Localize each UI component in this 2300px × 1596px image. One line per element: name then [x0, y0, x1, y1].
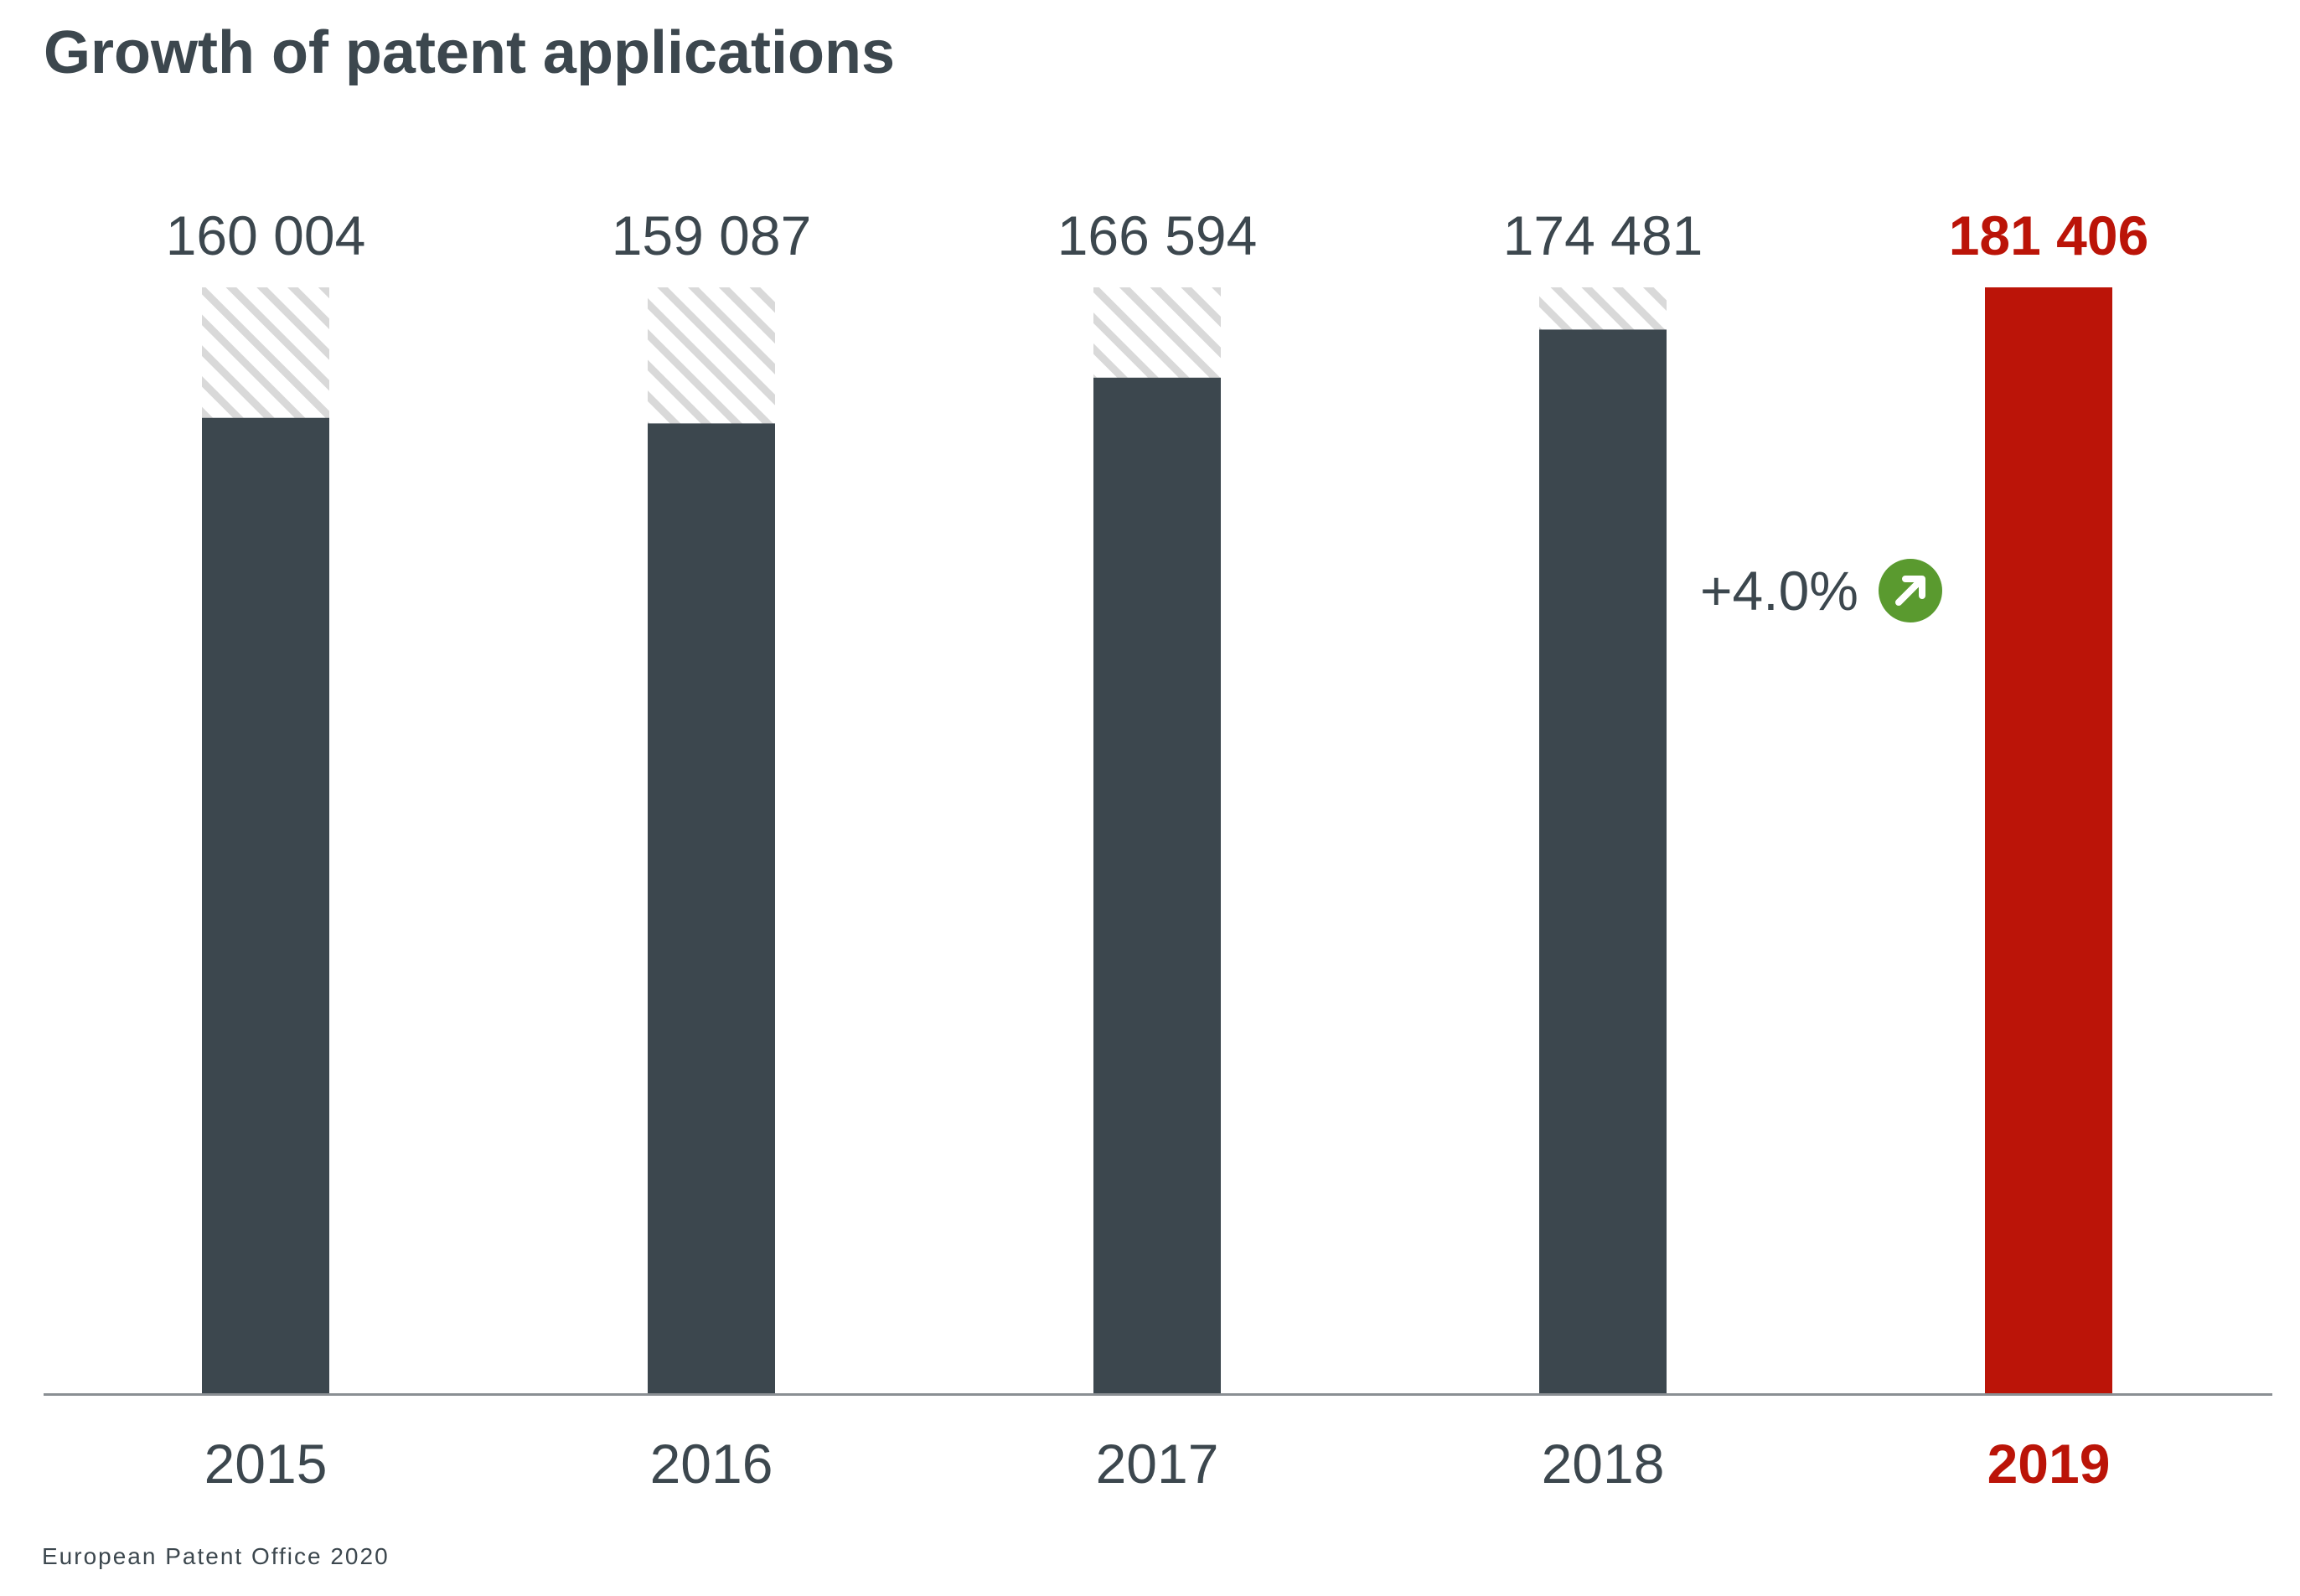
- value-label-2019: 181 406: [1949, 204, 2149, 266]
- hatch-gap-2017: [1093, 287, 1221, 378]
- growth-annotation: +4.0%: [1700, 559, 1942, 622]
- value-label-2018: 174 481: [1503, 204, 1703, 266]
- category-label-2019: 2019: [1987, 1433, 2111, 1495]
- arrow-up-right-icon: [1879, 559, 1942, 622]
- hatch-gap-2015: [202, 287, 329, 418]
- category-label-2016: 2016: [650, 1433, 773, 1495]
- category-label-2018: 2018: [1542, 1433, 1665, 1495]
- bar-2017: [1093, 377, 1221, 1394]
- chart-title: Growth of patent applications: [44, 19, 896, 86]
- value-label-2016: 159 087: [612, 204, 812, 266]
- hatch-gap-2018: [1539, 287, 1667, 330]
- source-credit: European Patent Office 2020: [42, 1543, 390, 1569]
- hatch-gap-2016: [648, 287, 775, 424]
- growth-percent: +4.0%: [1700, 560, 1858, 622]
- category-label-2017: 2017: [1096, 1433, 1219, 1495]
- bar-2015: [202, 417, 329, 1393]
- value-label-2015: 160 004: [166, 204, 366, 266]
- bar-2019: [1985, 287, 2112, 1393]
- bar-2016: [648, 423, 775, 1394]
- bar-2018: [1539, 329, 1667, 1393]
- category-label-2015: 2015: [204, 1433, 328, 1495]
- value-label-2017: 166 594: [1057, 204, 1258, 266]
